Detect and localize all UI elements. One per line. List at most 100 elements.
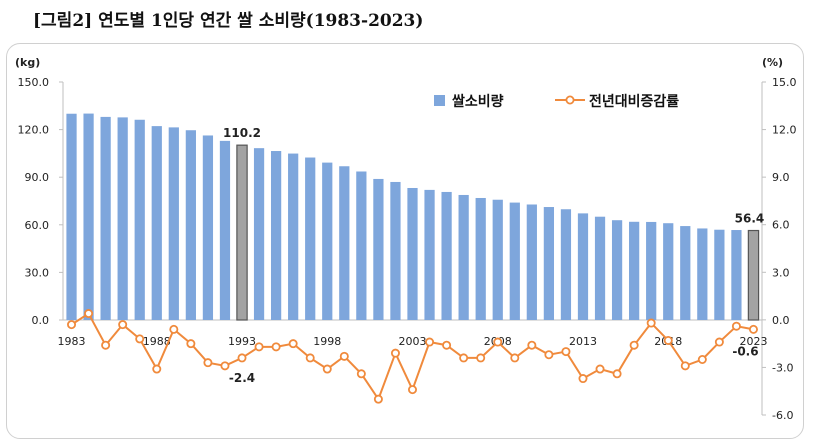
x-axis-tick-label: 2023 <box>739 335 767 348</box>
change-rate-point <box>646 318 656 328</box>
data-label-1993-rate: -2.4 <box>229 371 255 385</box>
rice-consumption-bar <box>509 202 520 320</box>
rice-consumption-bar <box>747 229 760 321</box>
change-rate-point <box>67 320 77 330</box>
rice-consumption-bar <box>219 140 231 320</box>
data-label-2023-bar: 56.4 <box>735 212 765 226</box>
rice-consumption-bar <box>66 113 77 320</box>
rice-consumption-bar <box>697 228 708 320</box>
right-axis-tick-label: 9.0 <box>772 171 790 184</box>
rice-consumption-bar <box>117 117 128 321</box>
rice-consumption-bar <box>305 157 316 320</box>
x-axis-tick-label: 1998 <box>313 335 341 348</box>
change-rate-point <box>442 340 452 350</box>
figure-title: [그림2] 연도별 1인당 연간 쌀 소비량(1983-2023) <box>33 11 424 31</box>
rice-consumption-bar <box>526 204 537 320</box>
rice-consumption-bar <box>288 153 299 320</box>
left-axis-tick-label: 150.0 <box>18 76 50 89</box>
change-rate-point <box>339 351 349 361</box>
legend-swatch-bar <box>434 95 445 106</box>
chart-legend: 쌀소비량 전년대비증감률 <box>434 93 679 110</box>
change-rate-point <box>510 353 520 363</box>
rice-consumption-bar <box>339 166 350 320</box>
rice-consumption-bar <box>663 223 674 320</box>
rice-consumption-bar <box>253 148 265 320</box>
change-rate-point <box>84 309 94 319</box>
rice-consumption-bar <box>185 130 196 320</box>
change-rate-point <box>748 324 758 334</box>
rice-consumption-bar <box>390 181 401 320</box>
rice-consumption-bar <box>356 171 367 320</box>
x-axis-tick-label: 2013 <box>569 335 597 348</box>
x-axis-tick-label: 1983 <box>58 335 86 348</box>
change-rate-point <box>169 324 179 334</box>
change-rate-point <box>186 339 196 349</box>
chart-axes: (kg) (%) 150.0 120.0 90.0 60.0 30.0 0.0 15.0 12.0… <box>15 56 797 422</box>
right-axis-tick-label: -3.0 <box>772 361 793 374</box>
change-rate-point <box>101 340 111 350</box>
legend-swatch-marker <box>565 95 575 105</box>
change-rate-point <box>237 353 247 363</box>
left-axis-tick-label: 30.0 <box>25 266 50 279</box>
rice-consumption-bar <box>322 162 333 320</box>
left-axis-unit: (kg) <box>15 56 40 69</box>
rice-consumption-bar <box>441 191 452 320</box>
change-rate-point <box>373 394 383 404</box>
change-rate-point <box>220 361 230 371</box>
rice-consumption-bar <box>407 187 418 320</box>
rice-consumption-bar <box>458 194 469 320</box>
change-rate-point <box>305 353 315 363</box>
rice-consumption-bar <box>83 113 94 320</box>
rice-consumption-bar <box>134 119 145 320</box>
right-axis-tick-label: 12.0 <box>772 124 797 137</box>
rice-consumption-bar <box>270 151 282 320</box>
rice-consumption-bar <box>560 209 572 320</box>
change-rate-point <box>356 369 366 379</box>
change-rate-point <box>288 339 298 349</box>
left-axis-tick-label: 120.0 <box>18 124 50 137</box>
change-rate-point <box>118 320 128 330</box>
legend-label-line: 전년대비증감률 <box>589 93 679 110</box>
rice-consumption-bar <box>646 221 657 320</box>
change-rate-point <box>390 348 400 358</box>
change-rate-point <box>595 364 605 374</box>
left-axis-tick-label: 60.0 <box>25 219 50 232</box>
left-axis-tick-label: 0.0 <box>32 314 50 327</box>
change-rate-point <box>527 340 537 350</box>
change-rate-point <box>425 337 435 347</box>
rice-consumption-bar <box>543 207 555 320</box>
rice-consumption-bar <box>577 213 589 320</box>
rice-consumption-bar <box>629 221 640 320</box>
change-rate-point <box>152 364 162 374</box>
change-rate-point <box>476 353 486 363</box>
data-labels: 110.2 -2.4 56.4 -0.6 <box>223 126 764 385</box>
x-axis-tick-label: 1988 <box>143 335 171 348</box>
change-rate-point <box>578 374 588 384</box>
change-rate-point <box>493 337 503 347</box>
rice-consumption-bar <box>373 178 384 320</box>
rice-consumption-bar <box>100 116 111 320</box>
bar-series <box>66 113 760 321</box>
right-axis-tick-label: 0.0 <box>772 314 790 327</box>
change-rate-point <box>612 369 622 379</box>
change-rate-point <box>731 321 741 331</box>
rice-consumption-bar <box>236 144 248 321</box>
change-rate-point <box>254 342 264 352</box>
change-rate-point <box>407 385 417 395</box>
rice-consumption-bar <box>594 216 606 320</box>
rice-consumption-bar <box>611 220 623 320</box>
right-axis-unit: (%) <box>762 56 783 69</box>
change-rate-point <box>663 335 673 345</box>
right-axis-tick-label: 3.0 <box>772 266 790 279</box>
change-rate-point <box>271 342 281 352</box>
change-rate-point <box>544 350 554 360</box>
rice-consumption-bar <box>731 230 742 320</box>
rice-consumption-bar <box>151 126 162 320</box>
rice-consumption-bar <box>424 189 435 320</box>
left-axis-tick-label: 90.0 <box>25 171 50 184</box>
change-rate-point <box>135 334 145 344</box>
rice-consumption-bar <box>202 135 214 320</box>
change-rate-point <box>680 361 690 371</box>
right-axis-tick-label: 6.0 <box>772 219 790 232</box>
